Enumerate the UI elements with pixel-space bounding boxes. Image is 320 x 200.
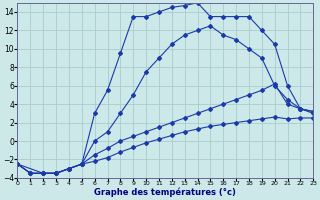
X-axis label: Graphe des températures (°c): Graphe des températures (°c) [94,188,236,197]
